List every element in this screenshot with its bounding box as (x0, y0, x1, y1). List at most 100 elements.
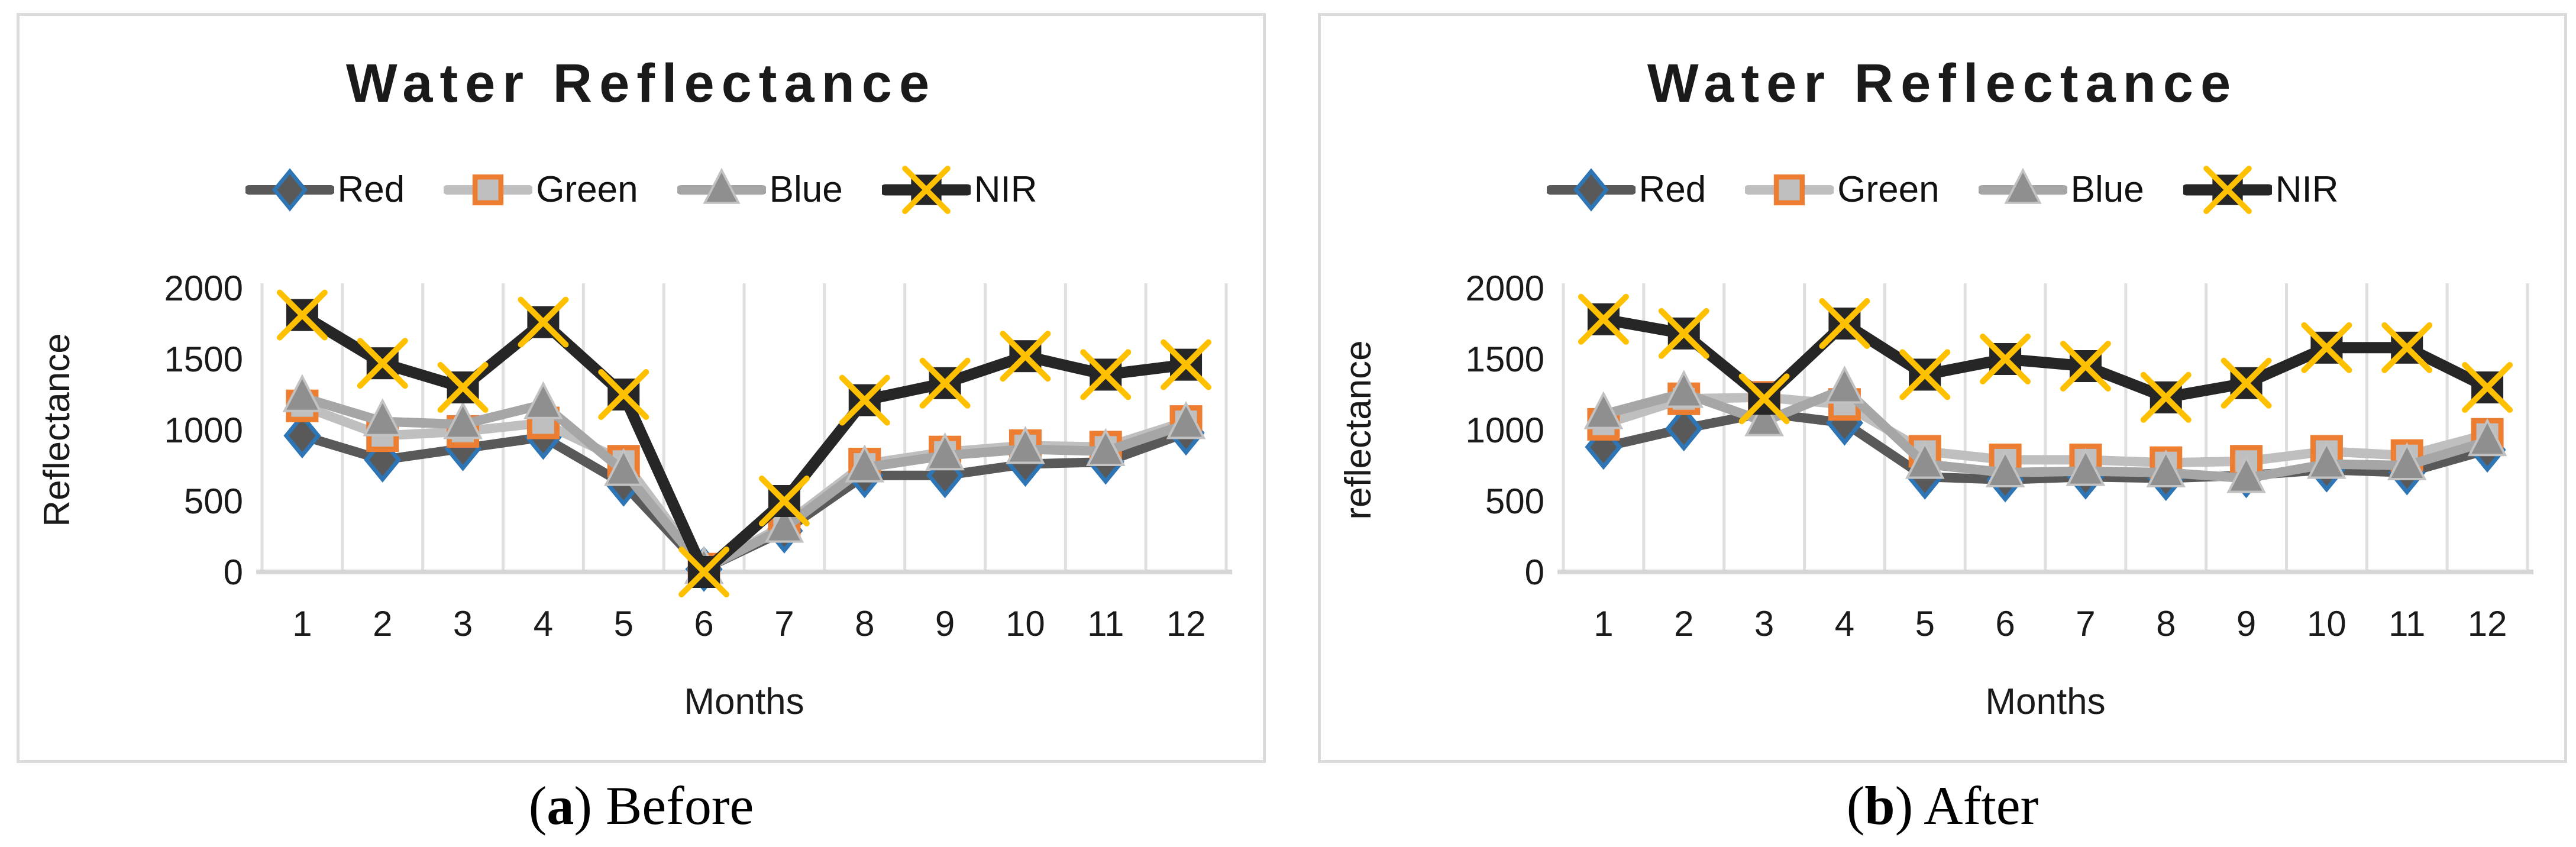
y-tick-label: 2000 (164, 269, 243, 308)
legend-label: Red (337, 169, 405, 210)
marker-nir-x-glyph (2381, 322, 2433, 373)
x-tick-label: 1 (292, 604, 312, 644)
y-tick-label: 500 (184, 481, 243, 521)
x-tick-label: 12 (2468, 604, 2507, 644)
legend-item-blue: Blue (677, 163, 843, 217)
legend-glyph-red (1573, 168, 1609, 212)
marker-nir-x-glyph (437, 362, 489, 413)
marker-blue (764, 505, 804, 543)
marker-nir-x-glyph (2221, 357, 2272, 409)
marker-nir-x-glyph (1080, 349, 1132, 400)
legend-item-red: Red (1546, 163, 1706, 217)
marker-blue (2467, 418, 2507, 457)
marker-blue (2387, 442, 2427, 480)
marker-nir-x-glyph (919, 357, 971, 409)
y-tick-label: 1500 (1466, 340, 1544, 379)
legend-item-nir: NIR (881, 163, 1037, 217)
x-tick-label: 5 (614, 604, 634, 644)
marker-blue (1583, 391, 1624, 429)
legend-label: Green (536, 169, 638, 210)
x-tick-label: 10 (1006, 604, 1045, 644)
marker-nir-x-glyph (839, 374, 890, 426)
y-tick-label: 500 (1485, 481, 1544, 521)
series-line-blue (297, 392, 1191, 574)
x-tick-label: 9 (2236, 604, 2256, 644)
chart-panel-before: Water Reflectance Red Green Blue NIR 0 500 10… (17, 13, 1266, 763)
chart-legend: Red Green Blue NIR (1321, 163, 2564, 217)
marker-nir-x-glyph (1000, 331, 1051, 382)
legend-glyph-nir-x-glyph (2203, 166, 2252, 214)
marker-blue (1006, 426, 1045, 464)
marker-nir-x-glyph (1819, 298, 1870, 349)
legend-marker-blue (1978, 167, 2067, 204)
legend-label: NIR (974, 169, 1037, 210)
marker-nir-x-glyph (1899, 349, 1951, 400)
marker-nir-x-glyph (598, 369, 649, 420)
chart-title: Water Reflectance (1647, 53, 2238, 114)
y-tick-label: 1500 (164, 340, 243, 379)
legend-item-red: Red (245, 163, 405, 217)
legend-glyph-blue (702, 167, 741, 204)
marker-blue (2226, 455, 2266, 493)
y-axis-title: Reflectance (37, 333, 77, 526)
marker-nir-x-glyph (1161, 339, 1212, 390)
x-tick-label: 3 (453, 604, 473, 644)
marker-blue (925, 432, 965, 471)
marker-nir-x-glyph (2462, 362, 2513, 413)
series-line-blue (1598, 384, 2493, 483)
legend-label: NIR (2275, 169, 2339, 210)
marker-blue (523, 381, 563, 419)
legend-glyph-green (473, 174, 504, 206)
marker-blue (2146, 449, 2186, 487)
marker-red (283, 413, 321, 459)
marker-nir-x-glyph (1738, 373, 1790, 425)
legend-item-blue: Blue (1978, 163, 2144, 217)
chart-panel-after: Water Reflectance Red Green Blue NIR 0 500 10… (1318, 13, 2567, 763)
y-tick-label: 1000 (1466, 410, 1544, 450)
legend-marker-red (245, 168, 334, 212)
legend-glyph-blue (2003, 167, 2042, 204)
marker-blue (2066, 448, 2106, 486)
x-tick-label: 1 (1594, 604, 1613, 644)
marker-nir-x-glyph (758, 476, 810, 526)
x-tick-label: 2 (1674, 604, 1693, 644)
marker-nir-x-glyph (2060, 341, 2111, 392)
marker-blue (1166, 401, 1206, 439)
marker-nir-x-glyph (2301, 322, 2352, 373)
legend-item-nir: NIR (2183, 163, 2339, 217)
marker-blue (1085, 428, 1126, 466)
legend-marker-blue (677, 167, 766, 204)
x-tick-label: 3 (1754, 604, 1774, 644)
x-tick-label: 5 (1915, 604, 1935, 644)
x-tick-label: 6 (694, 604, 713, 644)
y-tick-label: 0 (1525, 552, 1544, 592)
y-tick-label: 1000 (164, 410, 243, 450)
marker-nir-x-glyph (678, 547, 730, 597)
x-tick-label: 11 (1087, 604, 1124, 644)
marker-red (1665, 406, 1703, 452)
marker-blue (1664, 370, 1704, 408)
marker-nir-x-glyph (518, 296, 569, 348)
marker-nir-x-glyph (1578, 293, 1629, 345)
marker-blue (1744, 398, 1784, 437)
y-tick-label: 0 (224, 552, 243, 592)
marker-blue (1905, 441, 1945, 479)
marker-nir-x-glyph (2140, 371, 2192, 423)
x-axis-title: Months (684, 681, 804, 722)
x-tick-label: 7 (774, 604, 794, 644)
legend-label: Green (1837, 169, 1940, 210)
x-tick-label: 12 (1166, 604, 1206, 644)
y-tick-label: 2000 (1466, 269, 1544, 308)
chart-title: Water Reflectance (345, 53, 937, 114)
legend-item-green: Green (444, 163, 638, 217)
x-tick-label: 4 (1835, 604, 1854, 644)
marker-nir-x-glyph (1980, 334, 2031, 384)
legend-marker-green (1745, 174, 1834, 206)
legend-label: Blue (2070, 169, 2144, 210)
marker-blue (2307, 441, 2346, 479)
x-tick-label: 11 (2388, 604, 2425, 644)
legend-marker-nir (2183, 166, 2272, 214)
